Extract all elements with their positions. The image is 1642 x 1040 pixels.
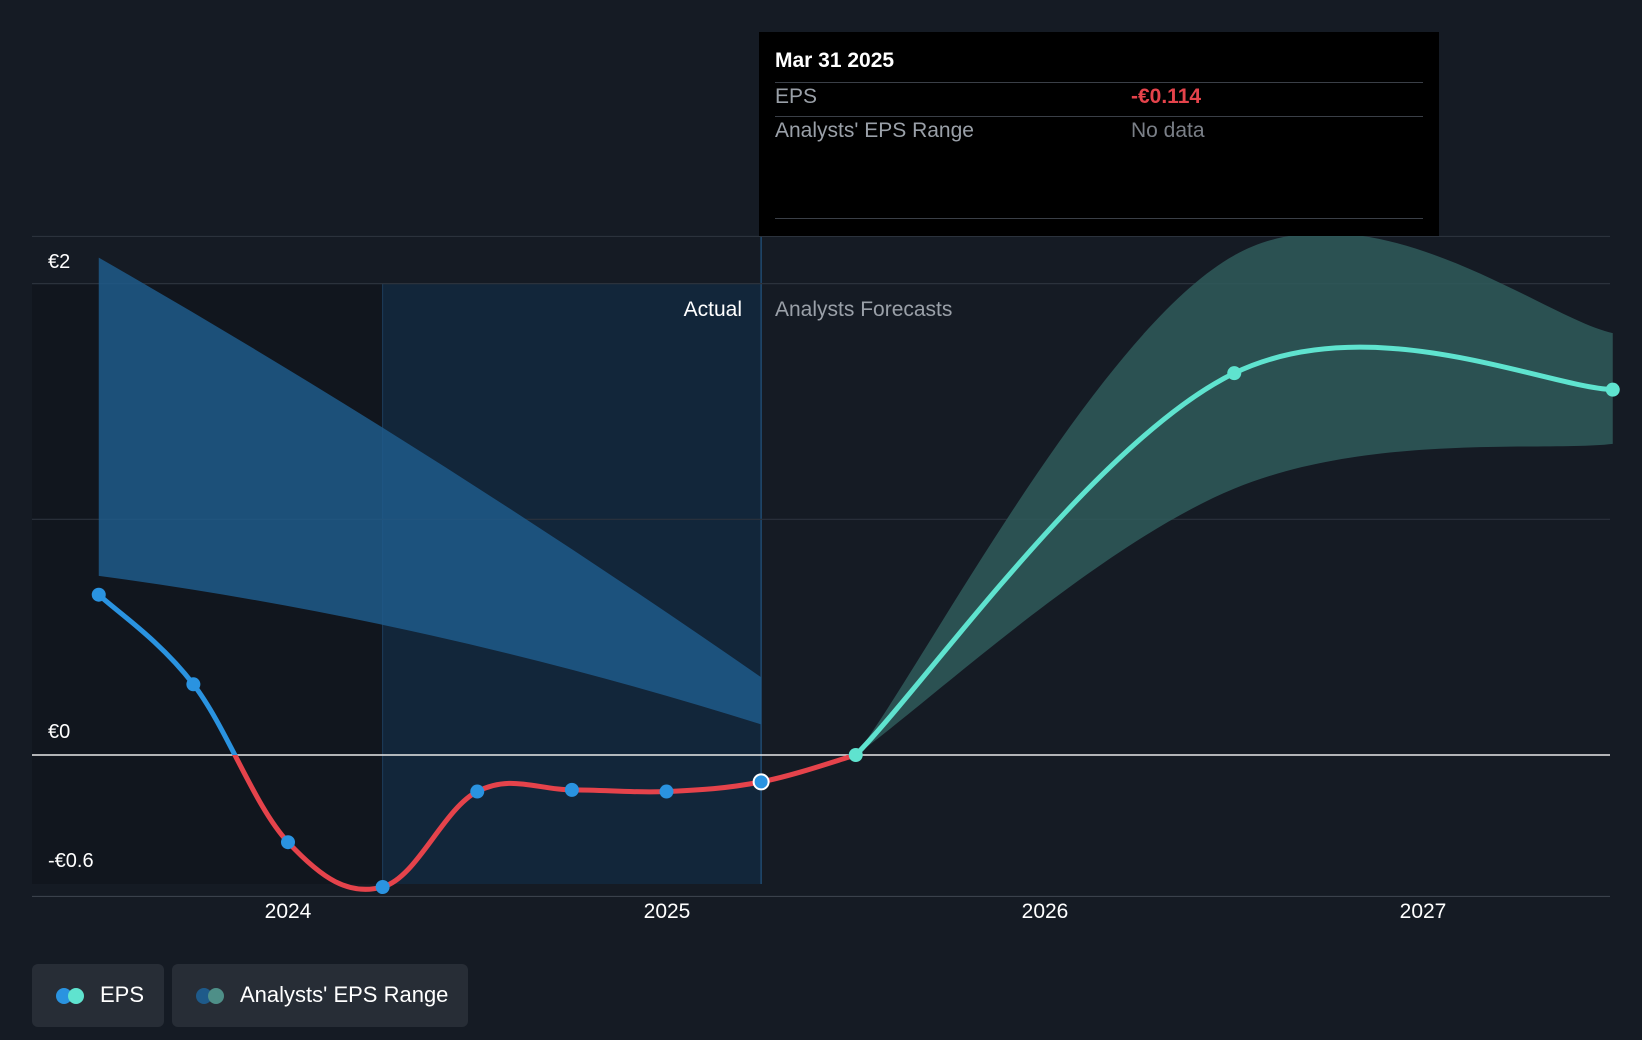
tooltip-range-value: No data: [1131, 119, 1205, 142]
forecast-eps-range-area: [855, 232, 1613, 756]
eps-line-negative: [232, 755, 859, 892]
x-tick-label-2027: 2027: [1400, 900, 1447, 923]
x-tick-label-2024: 2024: [265, 900, 312, 923]
eps-forecast-point: [1227, 366, 1242, 381]
eps-line-positive: [96, 592, 859, 755]
x-tick-label-2025: 2025: [644, 900, 691, 923]
tooltip-divider: [775, 82, 1423, 83]
range-area-layer: [98, 232, 1613, 756]
eps-line-layer: [96, 344, 1616, 892]
eps-point: [375, 879, 390, 894]
tooltip-eps-label: EPS: [775, 85, 818, 108]
eps-point: [281, 835, 295, 850]
legend-range-button[interactable]: Analysts' EPS Range: [172, 964, 468, 1027]
legend-eps-button[interactable]: EPS: [32, 964, 164, 1027]
eps-forecast-point: [848, 748, 863, 762]
eps-forecast-line: [853, 344, 1616, 758]
eps-point-layer: [91, 366, 1620, 894]
legend-range-label: Analysts' EPS Range: [240, 982, 449, 1007]
eps-point: [659, 784, 674, 799]
tooltip-divider: [775, 218, 1423, 219]
y-tick-label-bottom: -€0.6: [48, 850, 94, 872]
eps-point: [91, 587, 106, 602]
legend-eps-label: EPS: [100, 982, 145, 1007]
historic-eps-range-area: [98, 257, 762, 725]
y-tick-label-top: €2: [48, 251, 70, 273]
tooltip-range-label: Analysts' EPS Range: [775, 119, 974, 142]
range-legend-dot: [208, 988, 224, 1004]
y-tick-label-zero: €0: [48, 721, 70, 743]
highlighted-eps-point: [752, 773, 770, 791]
tooltip-divider: [775, 116, 1423, 117]
range-legend-icon: [196, 988, 226, 1004]
x-tick-label-2026: 2026: [1022, 900, 1069, 923]
eps-legend-icon: [56, 988, 86, 1004]
tooltip-eps-value: -€0.114: [1131, 85, 1202, 108]
eps-legend-dot: [68, 988, 84, 1004]
eps-point: [470, 784, 485, 799]
hover-tooltip: Mar 31 2025 EPS -€0.114 Analysts' EPS Ra…: [759, 32, 1439, 236]
eps-forecast-point: [1605, 382, 1620, 397]
eps-point: [564, 782, 579, 797]
actual-region-label: Actual: [684, 298, 742, 321]
forecast-region-label: Analysts Forecasts: [775, 298, 952, 321]
tooltip-date: Mar 31 2025: [775, 49, 895, 72]
eps-point: [186, 677, 201, 692]
